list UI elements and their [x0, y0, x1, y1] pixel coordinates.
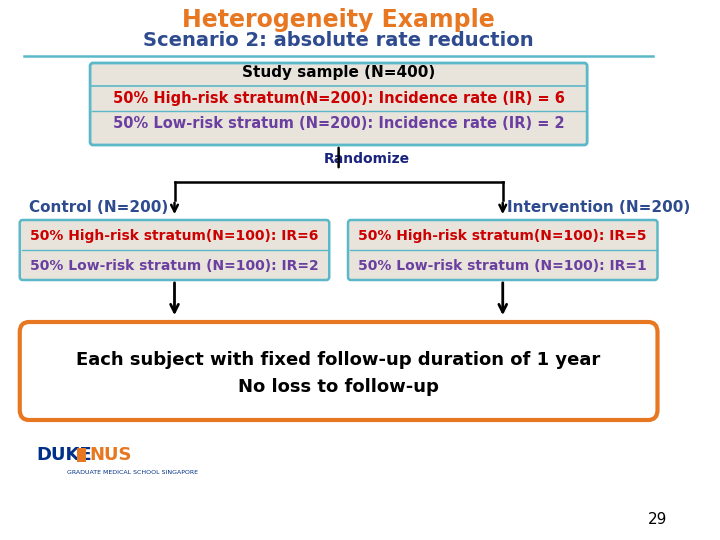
Text: Scenario 2: absolute rate reduction: Scenario 2: absolute rate reduction [143, 31, 534, 51]
Text: 50% High-risk stratum(N=200): Incidence rate (IR) = 6: 50% High-risk stratum(N=200): Incidence … [113, 91, 564, 106]
Text: 29: 29 [648, 512, 667, 528]
FancyBboxPatch shape [348, 220, 657, 280]
Text: NUS: NUS [89, 446, 132, 464]
Text: Intervention (N=200): Intervention (N=200) [508, 199, 690, 214]
Text: Study sample (N=400): Study sample (N=400) [242, 65, 436, 80]
Text: 50% High-risk stratum(N=100): IR=5: 50% High-risk stratum(N=100): IR=5 [359, 229, 647, 243]
Text: Heterogeneity Example: Heterogeneity Example [182, 8, 495, 32]
Text: 50% Low-risk stratum (N=100): IR=1: 50% Low-risk stratum (N=100): IR=1 [359, 259, 647, 273]
Text: DUKE: DUKE [37, 446, 92, 464]
Text: No loss to follow-up: No loss to follow-up [238, 378, 439, 396]
Text: 50% Low-risk stratum (N=200): Incidence rate (IR) = 2: 50% Low-risk stratum (N=200): Incidence … [113, 117, 564, 132]
FancyBboxPatch shape [77, 448, 86, 462]
FancyBboxPatch shape [19, 220, 329, 280]
Text: Each subject with fixed follow-up duration of 1 year: Each subject with fixed follow-up durati… [76, 351, 600, 369]
Text: Randomize: Randomize [324, 152, 410, 166]
Text: 50% High-risk stratum(N=100): IR=6: 50% High-risk stratum(N=100): IR=6 [30, 229, 319, 243]
Text: GRADUATE MEDICAL SCHOOL SINGAPORE: GRADUATE MEDICAL SCHOOL SINGAPORE [67, 469, 198, 475]
FancyBboxPatch shape [19, 322, 657, 420]
FancyBboxPatch shape [90, 63, 587, 145]
Text: 50% Low-risk stratum (N=100): IR=2: 50% Low-risk stratum (N=100): IR=2 [30, 259, 319, 273]
Text: Control (N=200): Control (N=200) [29, 199, 168, 214]
